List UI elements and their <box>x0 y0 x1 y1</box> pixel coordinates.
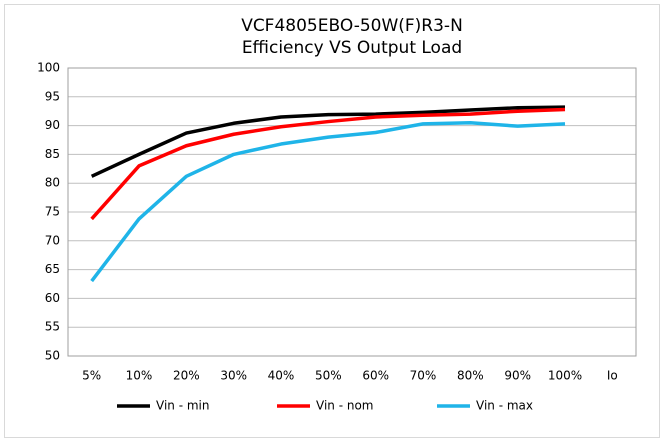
legend-label: Vin - max <box>476 399 533 413</box>
series-line <box>90 105 566 178</box>
x-tick-label: 50% <box>315 369 342 383</box>
y-tick-label: 65 <box>45 262 60 276</box>
x-tick-label: 5% <box>82 369 101 383</box>
y-tick-label: 100 <box>37 61 60 75</box>
series-line <box>90 107 566 221</box>
y-tick-label: 90 <box>45 118 60 132</box>
x-tick-label: 20% <box>173 369 200 383</box>
y-tick-label: 55 <box>45 320 60 334</box>
y-tick-label: 80 <box>45 176 60 190</box>
y-tick-label: 70 <box>45 233 60 247</box>
x-tick-label: 30% <box>220 369 247 383</box>
legend-label: Vin - nom <box>316 399 373 413</box>
x-tick-label: 60% <box>362 369 389 383</box>
chart-frame <box>4 4 660 438</box>
x-tick-label: 90% <box>504 369 531 383</box>
x-tick-label: 80% <box>457 369 484 383</box>
chart-subtitle: Efficiency VS Output Load <box>242 38 462 58</box>
legend-label: Vin - min <box>156 399 209 413</box>
x-axis-label: Io <box>607 369 618 383</box>
x-tick-label: 10% <box>126 369 153 383</box>
x-tick-label: 70% <box>410 369 437 383</box>
x-tick-label: 100% <box>548 369 582 383</box>
y-tick-label: 60 <box>45 291 60 305</box>
series-line <box>90 120 566 283</box>
chart-title: VCF4805EBO-50W(F)R3-N <box>241 16 463 36</box>
y-tick-label: 85 <box>45 147 60 161</box>
y-tick-label: 50 <box>45 349 60 363</box>
y-tick-label: 75 <box>45 205 60 219</box>
x-tick-label: 40% <box>268 369 295 383</box>
plot-border <box>67 67 637 357</box>
y-tick-label: 95 <box>45 89 60 103</box>
